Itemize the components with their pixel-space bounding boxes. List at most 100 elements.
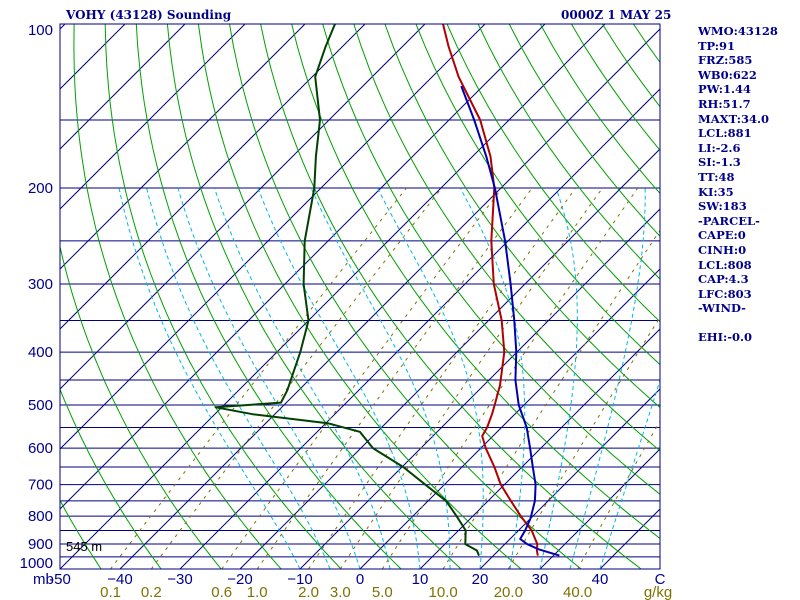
temperature-tick-label: 20 — [472, 571, 489, 588]
isotherm-line — [60, 24, 486, 450]
index-item — [698, 316, 778, 331]
parcel-profile-line — [460, 85, 560, 557]
isotherm-line — [60, 24, 366, 330]
pressure-tick-label: 500 — [28, 397, 53, 414]
index-item: EHI:-0.0 — [698, 330, 753, 345]
isotherm-line — [479, 388, 660, 569]
dry-adiabat-line — [789, 24, 800, 569]
dry-adiabat-line — [353, 24, 660, 452]
isotherm-line — [299, 208, 660, 569]
profile-lines — [214, 24, 560, 557]
dry-adiabat-line — [260, 24, 642, 569]
index-item: TP:91 — [698, 38, 736, 53]
plot-frame — [59, 23, 661, 570]
moist-adiabat-line — [257, 187, 421, 569]
temperature-tick-label: -50 — [49, 571, 71, 588]
index-item: MAXT:34.0 — [698, 111, 769, 126]
isotherm-line — [419, 328, 660, 569]
isotherm-line — [60, 24, 546, 510]
temperature-tick-label: 30 — [532, 571, 549, 588]
mixing-ratio-tick-label: 0.1 — [100, 584, 121, 600]
station-height-label: 545 m — [66, 539, 102, 554]
mixing-ratio-line — [150, 187, 442, 569]
pressure-tick-label: 100 — [28, 22, 53, 39]
pressure-tick-label: 400 — [28, 344, 53, 361]
isotherm-line — [60, 24, 306, 270]
dry-adiabat-line — [446, 24, 660, 323]
isotherm-line — [60, 24, 186, 150]
mixing-ratio-line — [221, 187, 503, 569]
dry-adiabat-line — [229, 24, 582, 569]
mixing-ratio-line — [381, 187, 639, 569]
dry-adiabat-line — [104, 24, 342, 569]
dry-adiabat-line — [384, 24, 660, 409]
mixing-ratio-line — [110, 187, 407, 569]
pressure-tick-label: 700 — [28, 477, 53, 494]
indices-panel: WMO:43128 TP:91 FRZ:585 WB0:622 PW:1.44 RH:51… — [698, 24, 778, 345]
index-item: PW:1.44 — [698, 82, 752, 97]
pressure-tick-label: 600 — [28, 440, 53, 457]
valid-time: 0000Z 1 MAY 25 — [561, 8, 672, 22]
moist-adiabat-line — [310, 187, 451, 569]
dry-adiabat-line — [415, 24, 660, 366]
mixing-ratio-unit-label: g/kg — [644, 584, 672, 600]
isotherm-line — [179, 88, 660, 569]
index-item: KI:35 — [698, 184, 734, 199]
index-item: -WIND- — [698, 301, 746, 316]
moist-adiabat-line — [459, 187, 526, 569]
temperature-tick-label: −10 — [287, 571, 312, 588]
mixing-ratio-tick-label: 1.0 — [247, 584, 268, 600]
index-item: -PARCEL- — [698, 213, 760, 228]
dry-adiabat-line — [477, 24, 660, 280]
pressure-unit-label: mb — [33, 571, 54, 588]
index-item: LCL:808 — [698, 257, 752, 272]
index-item: CINH:0 — [698, 242, 747, 257]
isotherm-line — [119, 28, 660, 569]
temperature-tick-label: C — [655, 571, 666, 588]
temperature-tick-label: 10 — [412, 571, 429, 588]
pressure-tick-label: 800 — [28, 508, 53, 525]
index-item: LI:-2.6 — [698, 140, 741, 155]
mixing-ratio-tick-label: 3.0 — [330, 584, 351, 600]
dry-adiabat-line — [135, 24, 402, 569]
index-item: TT:48 — [698, 169, 735, 184]
mixing-ratio-tick-label: 5.0 — [372, 584, 393, 600]
temperature-tick-label: −20 — [227, 571, 252, 588]
mixing-ratio-line — [339, 187, 603, 569]
index-item: FRZ:585 — [698, 53, 753, 68]
dry-adiabat-line — [166, 24, 462, 569]
moist-adiabat-line — [118, 187, 301, 569]
pressure-tick-label: 200 — [28, 180, 53, 197]
moist-adiabat-line — [177, 187, 361, 569]
temperature-tick-label: 0 — [356, 571, 364, 588]
mixing-ratio-tick-label: 40.0 — [563, 584, 592, 600]
pressure-tick-label: 1000 — [20, 555, 53, 572]
temperature-tick-label: −30 — [167, 571, 192, 588]
mixing-ratio-tick-label: 2.0 — [298, 584, 319, 600]
isotherm-line — [0, 24, 5, 569]
index-item: WMO:43128 — [698, 24, 778, 38]
mixing-ratio-tick-label: 0.6 — [211, 584, 232, 600]
dry-adiabat-line — [60, 499, 102, 569]
temperature-profile-line — [442, 24, 539, 556]
pressure-tick-label: 900 — [28, 536, 53, 553]
mixing-ratio-tick-label: 0.2 — [141, 584, 162, 600]
dry-adiabat-line — [291, 24, 660, 540]
moist-adiabat-line — [214, 187, 391, 569]
mixing-ratio-line — [256, 187, 533, 569]
index-item: WB0:622 — [698, 67, 757, 82]
index-item: LCL:881 — [698, 126, 752, 141]
moist-adiabat-line — [146, 187, 331, 569]
isotherm-line — [539, 448, 660, 569]
isotherm-line — [60, 24, 246, 210]
pressure-tick-label: 300 — [28, 276, 53, 293]
plot-background — [60, 24, 660, 569]
index-item: RH:51.7 — [698, 96, 751, 111]
index-item: LFC:803 — [698, 286, 752, 301]
isotherm-line — [60, 24, 426, 390]
dry-adiabat-line — [197, 24, 522, 569]
index-item: SI:-1.3 — [698, 155, 741, 170]
index-item: CAPE:0 — [698, 228, 746, 243]
dry-adiabat-line — [322, 24, 660, 495]
